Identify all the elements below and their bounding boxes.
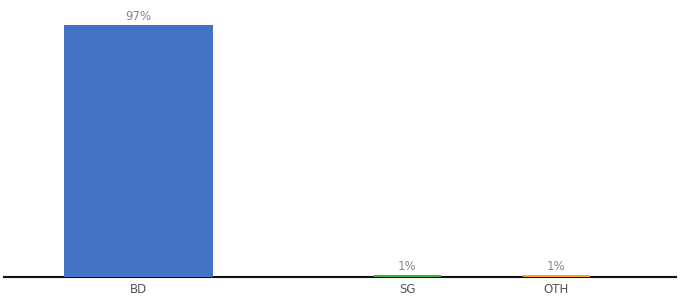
Bar [64, 25, 213, 277]
Bar [523, 275, 590, 277]
Text: 97%: 97% [125, 10, 152, 23]
Bar [373, 275, 441, 277]
Text: 1%: 1% [547, 260, 566, 273]
Text: 1%: 1% [398, 260, 416, 273]
